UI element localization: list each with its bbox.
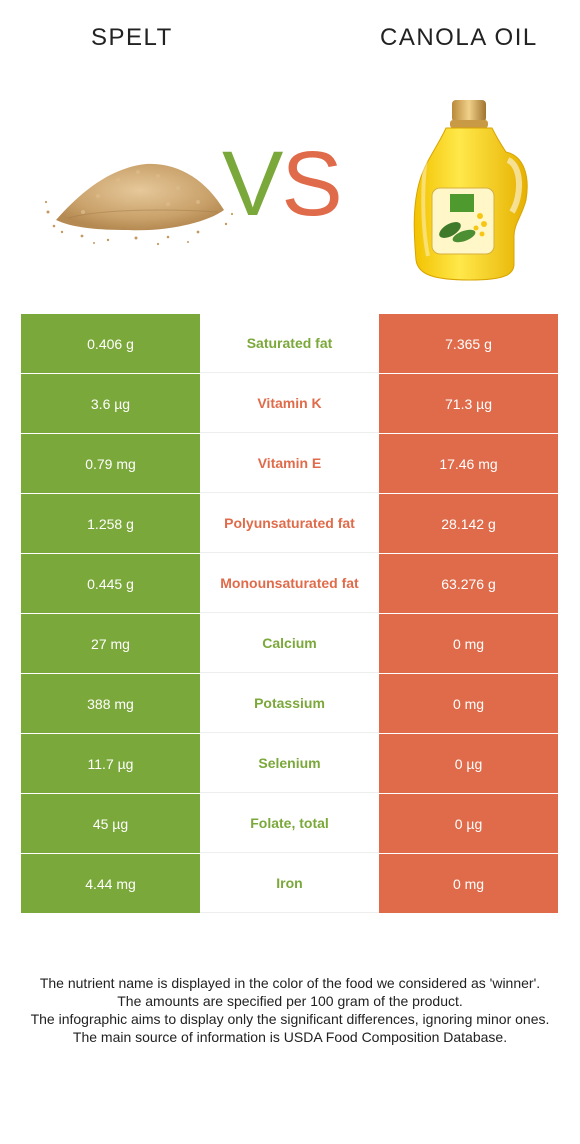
left-value: 0.406 g — [21, 314, 200, 373]
right-value: 63.276 g — [379, 554, 558, 613]
right-value: 0 mg — [379, 854, 558, 913]
table-row: 1.258 g Polyunsaturated fat 28.142 g — [21, 494, 558, 554]
nutrient-name: Calcium — [200, 614, 379, 673]
table-row: 45 µg Folate, total 0 µg — [21, 794, 558, 854]
footer-line-1: The nutrient name is displayed in the co… — [39, 975, 541, 991]
comparison-table: 0.406 g Saturated fat 7.365 g 3.6 µg Vitamin… — [21, 314, 558, 914]
table-row: 4.44 mg Iron 0 mg — [21, 854, 558, 914]
vs-v-letter: V — [222, 133, 283, 235]
table-row: 0.79 mg Vitamin E 17.46 mg — [21, 434, 558, 494]
nutrient-name: Vitamin E — [200, 434, 379, 493]
right-value: 0 µg — [379, 734, 558, 793]
nutrient-name: Folate, total — [200, 794, 379, 853]
right-value: 17.46 mg — [379, 434, 558, 493]
table-row: 388 mg Potassium 0 mg — [21, 674, 558, 734]
footer-line-3: The infographic aims to display only the… — [30, 1011, 550, 1027]
vs-s-letter: S — [281, 133, 342, 235]
vs-label: VS — [222, 138, 343, 230]
nutrient-name: Vitamin K — [200, 374, 379, 433]
table-row: 11.7 µg Selenium 0 µg — [21, 734, 558, 794]
nutrient-name: Saturated fat — [200, 314, 379, 373]
right-value: 0 µg — [379, 794, 558, 853]
left-value: 0.445 g — [21, 554, 200, 613]
right-value: 0 mg — [379, 614, 558, 673]
nutrient-name: Monounsaturated fat — [200, 554, 379, 613]
nutrient-name: Potassium — [200, 674, 379, 733]
nutrient-name: Polyunsaturated fat — [200, 494, 379, 553]
right-value: 0 mg — [379, 674, 558, 733]
left-value: 1.258 g — [21, 494, 200, 553]
table-row: 0.406 g Saturated fat 7.365 g — [21, 314, 558, 374]
left-value: 0.79 mg — [21, 434, 200, 493]
spelt-grain-image — [44, 163, 234, 246]
left-value: 388 mg — [21, 674, 200, 733]
left-value: 4.44 mg — [21, 854, 200, 913]
right-food-title: CANOLA OIL — [380, 24, 538, 51]
left-food-title: SPELT — [91, 24, 173, 51]
footer-line-2: The amounts are specified per 100 gram o… — [117, 993, 463, 1009]
footer-line-4: The main source of information is USDA F… — [72, 1029, 508, 1045]
right-value: 71.3 µg — [379, 374, 558, 433]
left-value: 11.7 µg — [21, 734, 200, 793]
left-value: 27 mg — [21, 614, 200, 673]
table-row: 3.6 µg Vitamin K 71.3 µg — [21, 374, 558, 434]
nutrient-name: Iron — [200, 854, 379, 913]
right-value: 28.142 g — [379, 494, 558, 553]
table-row: 0.445 g Monounsaturated fat 63.276 g — [21, 554, 558, 614]
footer-notes: The nutrient name is displayed in the co… — [14, 974, 566, 1046]
right-value: 7.365 g — [379, 314, 558, 373]
nutrient-name: Selenium — [200, 734, 379, 793]
canola-oil-bottle-image — [413, 100, 528, 281]
table-row: 27 mg Calcium 0 mg — [21, 614, 558, 674]
left-value: 45 µg — [21, 794, 200, 853]
left-value: 3.6 µg — [21, 374, 200, 433]
